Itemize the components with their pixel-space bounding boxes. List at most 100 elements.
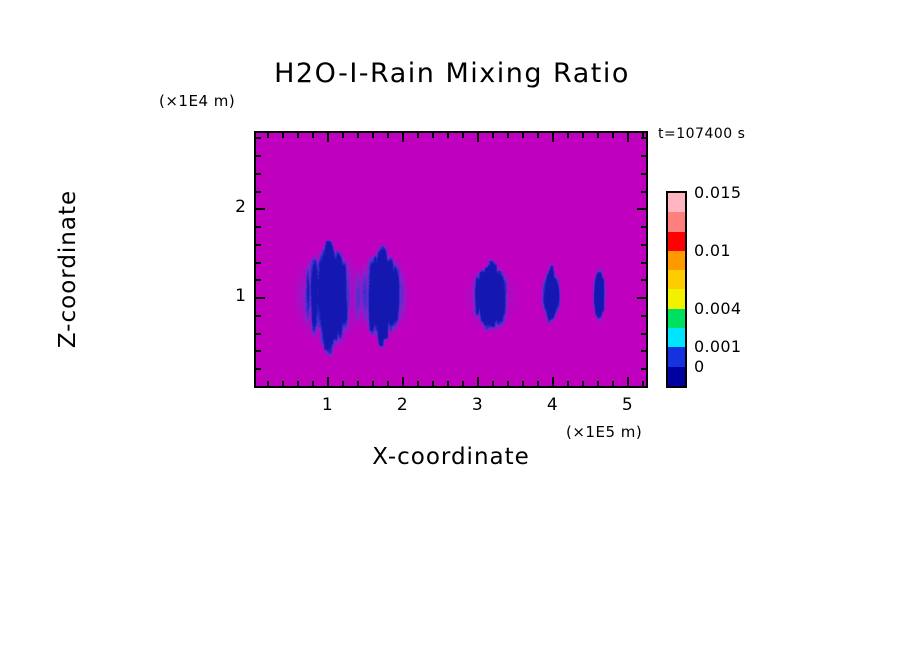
tick-mark — [641, 333, 646, 335]
tick-mark — [637, 297, 646, 299]
tick-mark — [297, 381, 299, 386]
tick-mark — [402, 133, 404, 142]
tick-mark — [612, 133, 614, 138]
tick-mark — [641, 315, 646, 317]
tick-mark — [372, 381, 374, 386]
tick-mark — [256, 297, 265, 299]
tick-mark — [641, 173, 646, 175]
tick-mark — [507, 133, 509, 138]
tick-mark — [402, 377, 404, 386]
tick-mark — [641, 191, 646, 193]
tick-mark — [256, 244, 261, 246]
colorbar-band — [668, 270, 685, 290]
tick-mark — [327, 133, 329, 142]
tick-mark — [642, 381, 644, 386]
tick-mark — [567, 381, 569, 386]
tick-mark — [387, 381, 389, 386]
tick-mark — [256, 333, 261, 335]
x-tick-label: 3 — [471, 395, 483, 415]
tick-mark — [641, 368, 646, 370]
tick-mark — [597, 381, 599, 386]
tick-mark — [256, 315, 261, 317]
tick-mark — [567, 133, 569, 138]
tick-mark — [522, 381, 524, 386]
tick-mark — [372, 133, 374, 138]
tick-mark — [627, 377, 629, 386]
tick-mark — [342, 133, 344, 138]
tick-mark — [256, 226, 261, 228]
x-tick-label: 4 — [546, 395, 558, 415]
tick-mark — [582, 381, 584, 386]
tick-mark — [641, 137, 646, 139]
tick-mark — [537, 133, 539, 138]
colorbar-band — [668, 328, 685, 348]
colorbar-label: 0.015 — [694, 183, 742, 202]
tick-mark — [342, 381, 344, 386]
tick-mark — [641, 350, 646, 352]
tick-mark — [447, 381, 449, 386]
tick-mark — [522, 133, 524, 138]
tick-mark — [327, 377, 329, 386]
x-tick-label: 2 — [396, 395, 408, 415]
tick-mark — [582, 133, 584, 138]
colorbar-label: 0.001 — [694, 337, 742, 357]
x-tick-label: 5 — [621, 395, 633, 415]
tick-mark — [312, 133, 314, 138]
tick-mark — [282, 381, 284, 386]
y-tick-label: 2 — [235, 197, 246, 218]
tick-mark — [637, 208, 646, 210]
colorbar-label: 0 — [694, 356, 705, 376]
tick-mark — [267, 381, 269, 386]
tick-mark — [357, 381, 359, 386]
tick-mark — [537, 381, 539, 386]
colorbar-band — [668, 289, 685, 309]
colorbar-band — [668, 193, 685, 213]
tick-mark — [357, 133, 359, 138]
tick-mark — [256, 350, 261, 352]
x-axis-unit-label: (×1E5 m) — [566, 423, 643, 441]
rain-field-heatmap — [256, 133, 646, 386]
tick-mark — [282, 133, 284, 138]
tick-mark — [642, 133, 644, 138]
tick-mark — [312, 381, 314, 386]
tick-mark — [612, 381, 614, 386]
tick-mark — [256, 191, 261, 193]
tick-mark — [462, 381, 464, 386]
tick-mark — [432, 133, 434, 138]
tick-mark — [492, 381, 494, 386]
tick-mark — [417, 133, 419, 138]
tick-mark — [447, 133, 449, 138]
x-axis-title: X-coordinate — [372, 444, 530, 470]
tick-mark — [477, 133, 479, 142]
tick-mark — [477, 377, 479, 386]
tick-mark — [462, 133, 464, 138]
tick-mark — [267, 133, 269, 138]
tick-mark — [552, 377, 554, 386]
colorbar-band — [668, 366, 685, 386]
tick-mark — [417, 381, 419, 386]
tick-mark — [627, 133, 629, 142]
tick-mark — [507, 381, 509, 386]
colorbar-band — [668, 347, 685, 367]
tick-mark — [641, 226, 646, 228]
tick-mark — [256, 137, 261, 139]
tick-mark — [297, 133, 299, 138]
tick-mark — [641, 262, 646, 264]
colorbar-label: 0.004 — [694, 298, 742, 318]
tick-mark — [552, 133, 554, 142]
colorbar-label: 0.01 — [694, 240, 731, 260]
colorbar — [666, 191, 687, 388]
tick-mark — [641, 279, 646, 281]
colorbar-band — [668, 250, 685, 271]
plot-area — [254, 131, 648, 388]
tick-mark — [256, 279, 261, 281]
tick-mark — [256, 208, 265, 210]
colorbar-band — [668, 308, 685, 329]
tick-mark — [641, 244, 646, 246]
x-tick-label: 1 — [321, 395, 333, 415]
tick-mark — [641, 155, 646, 157]
colorbar-band — [668, 212, 685, 232]
tick-mark — [432, 381, 434, 386]
y-axis-unit-label: (×1E4 m) — [159, 92, 236, 110]
